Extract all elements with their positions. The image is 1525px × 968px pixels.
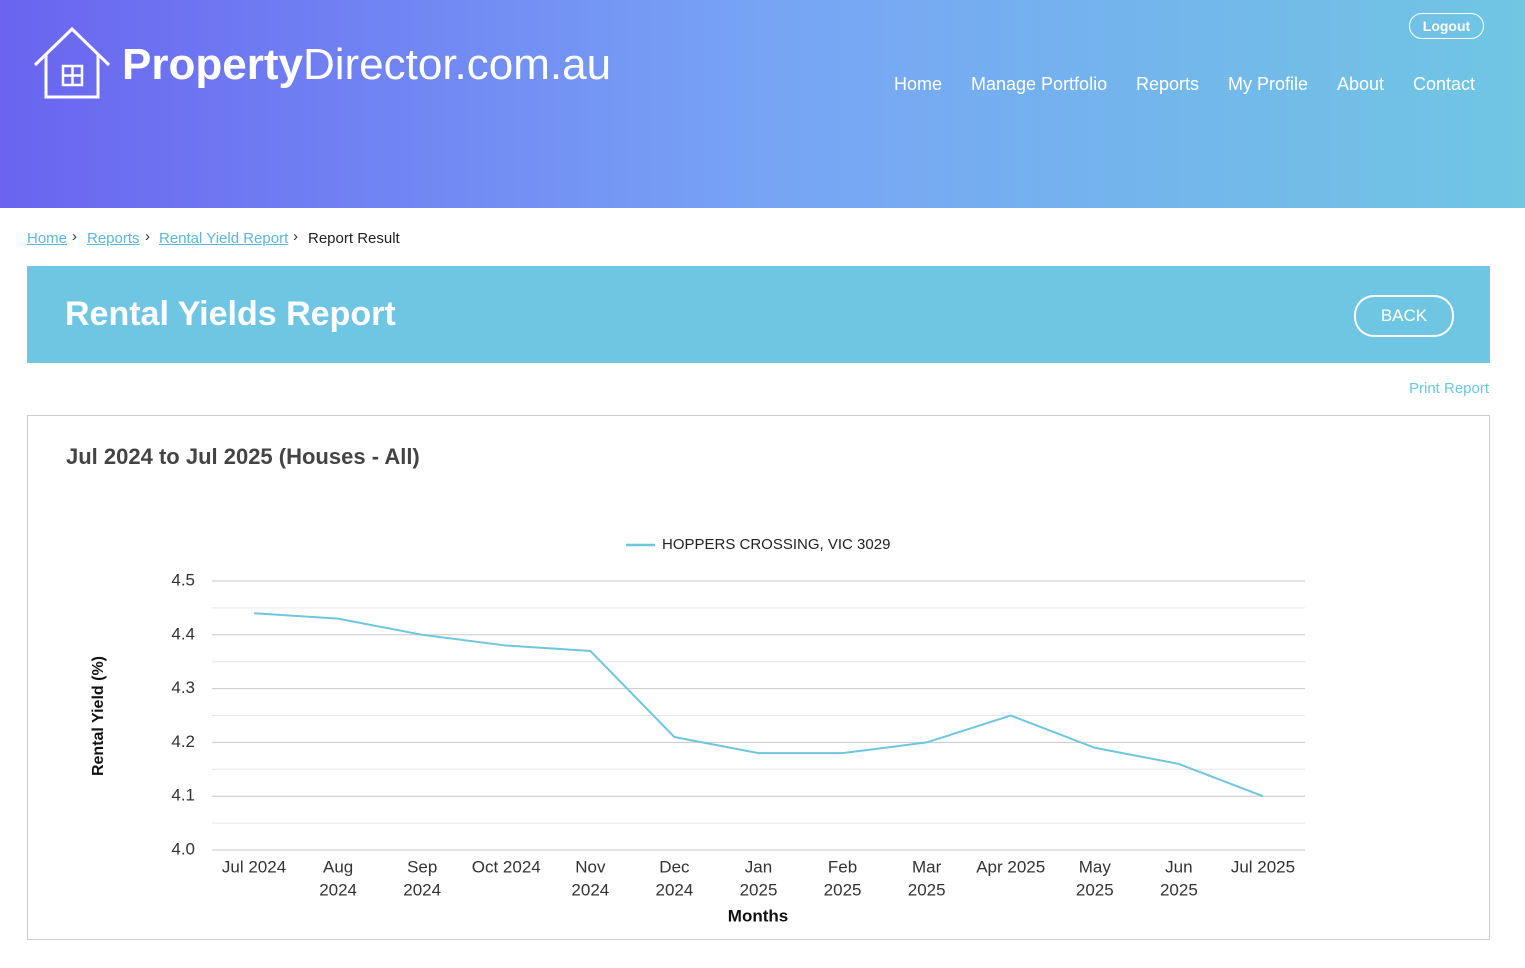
logo[interactable]: PropertyDirector.com.au [122,40,611,90]
x-tick-label: Jul 2024 [222,857,286,876]
x-tick-label: 2025 [1160,880,1198,899]
y-tick-label: 4.1 [171,786,195,805]
x-tick-label: Mar [912,857,942,876]
breadcrumb-sep: › [145,228,150,245]
x-tick-label: 2024 [319,880,357,899]
banner-title: Rental Yields Report [65,295,396,333]
y-tick-label: 4.4 [171,624,195,643]
x-tick-label: Apr 2025 [976,857,1045,876]
x-tick-label: 2025 [740,880,778,899]
x-axis-label: Months [728,906,788,925]
nav-link[interactable]: About [1337,74,1385,94]
banner [27,266,1490,363]
data-line [253,612,1264,798]
breadcrumb-current: Report Result [308,230,400,247]
x-tick-label: Nov [575,857,606,876]
x-tick-label: Jun [1165,857,1192,876]
y-tick-label: 4.2 [171,732,195,751]
chart-box [27,415,1490,940]
nav-link[interactable]: My Profile [1228,74,1309,94]
nav-link[interactable]: Home [894,74,943,94]
y-tick-label: 4.5 [171,570,195,589]
x-tick-label: Feb [828,857,857,876]
chart-title: Jul 2024 to Jul 2025 (Houses - All) [66,444,420,469]
breadcrumb-link[interactable]: Reports [87,230,140,247]
x-tick-label: Aug [323,857,353,876]
breadcrumb-link[interactable]: Rental Yield Report [159,230,289,247]
x-tick-label: 2024 [571,880,609,899]
y-axis-label: Rental Yield (%) [90,656,107,776]
x-tick-label: 2025 [1076,880,1114,899]
nav-link[interactable]: Manage Portfolio [971,74,1108,94]
x-tick-label: Jul 2025 [1231,857,1295,876]
y-tick-label: 4.0 [171,839,195,858]
logo-bold[interactable]: Property [122,40,303,89]
x-tick-label: Dec [659,857,690,876]
nav-link[interactable]: Reports [1136,74,1200,94]
nav-link[interactable]: Contact [1413,74,1476,94]
y-tick-label: 4.3 [171,678,195,697]
breadcrumb-link[interactable]: Home [27,230,68,247]
x-tick-label: Sep [407,857,437,876]
breadcrumb-sep: › [72,228,77,245]
logo-icon [33,26,111,99]
x-tick-label: Jan [745,857,772,876]
x-tick-label: 2025 [824,880,862,899]
header: PropertyDirector.com.au Logout Home Mana… [0,0,1525,208]
x-tick-label: 2024 [403,880,441,899]
x-tick-label: May [1079,857,1112,876]
x-tick-label: 2024 [656,880,694,899]
legend-label: HOPPERS CROSSING, VIC 3029 [662,536,890,553]
x-tick-label: Oct 2024 [472,857,541,876]
logo-light[interactable]: Director.com.au [302,40,612,89]
print-link[interactable]: Print Report [1409,380,1490,397]
x-tick-label: 2025 [908,880,946,899]
logout-button[interactable]: Logout [1409,13,1484,39]
breadcrumb-sep: › [293,228,298,245]
back-button[interactable]: BACK [1354,295,1454,337]
